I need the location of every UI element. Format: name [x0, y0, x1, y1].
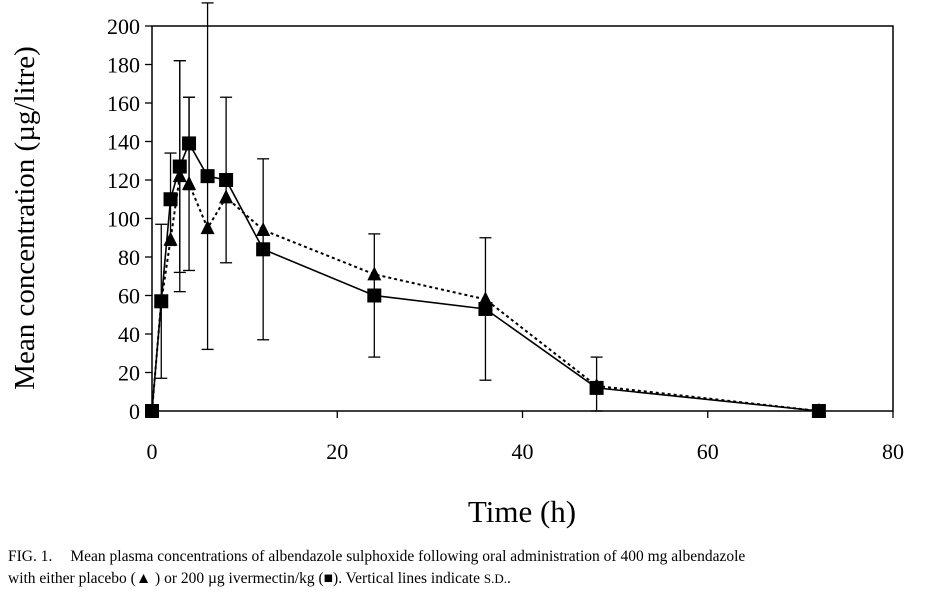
y-tick-label: 40: [118, 322, 140, 347]
y-tick-label: 180: [107, 53, 140, 78]
caption-line2-c: ). Vertical lines indicate: [333, 570, 484, 587]
square-marker: [589, 380, 604, 395]
triangle-marker: [200, 220, 215, 235]
caption-line1: Mean plasma concentrations of albendazol…: [70, 548, 746, 565]
triangle-symbol-icon: ▲: [135, 570, 152, 587]
x-tick-label: 0: [147, 439, 158, 464]
x-axis-ticks: 0 20 40 60 80: [147, 411, 904, 464]
square-series-line: [151, 141, 819, 412]
y-tick-label: 100: [107, 207, 140, 232]
square-symbol-icon: ■: [323, 570, 334, 587]
square-marker: [811, 404, 826, 418]
y-tick-label: 120: [107, 168, 140, 193]
error-bars: [155, 2, 603, 412]
y-tick-label: 140: [107, 130, 140, 155]
y-tick-label: 0: [129, 399, 140, 424]
square-marker: [367, 288, 382, 303]
caption-line2-a: with either placebo (: [8, 570, 136, 587]
y-tick-label: 20: [118, 361, 140, 386]
y-tick-label: 60: [118, 284, 140, 309]
y-tick-label: 200: [107, 14, 140, 39]
square-marker: [256, 242, 271, 257]
square-marker: [154, 294, 169, 309]
y-axis-ticks: 0 20 40 60 80 100 120 140 160 180 200: [107, 14, 152, 424]
x-axis-title: Time (h): [468, 494, 576, 529]
caption-sd-text: S.D.: [483, 571, 507, 586]
triangle-marker: [256, 222, 271, 237]
square-marker: [163, 192, 178, 207]
series-lines: [151, 141, 820, 412]
series-markers: [145, 136, 826, 418]
caption-label: FIG. 1.: [8, 548, 53, 565]
x-tick-label: 80: [882, 439, 904, 464]
y-tick-label: 160: [107, 91, 140, 116]
caption-line2-b: ) or 200 µg ivermectin/kg (: [151, 570, 324, 587]
x-tick-label: 40: [512, 439, 534, 464]
triangle-marker: [478, 291, 493, 306]
x-tick-label: 60: [697, 439, 719, 464]
y-axis-title: Mean concentration (µg/litre): [9, 46, 41, 390]
triangle-marker: [182, 175, 197, 190]
square-marker: [478, 301, 493, 316]
triangle-marker: [172, 168, 187, 183]
y-tick-label: 80: [118, 245, 140, 270]
square-marker: [200, 169, 215, 184]
square-marker: [172, 159, 187, 174]
caption-line2-d: .: [506, 570, 511, 587]
square-marker: [219, 173, 234, 187]
triangle-marker: [163, 231, 178, 246]
x-tick-label: 20: [326, 439, 348, 464]
triangle-marker: [219, 189, 234, 204]
figure-caption: FIG. 1. Mean plasma concentrations of alb…: [8, 546, 933, 590]
triangle-series-line: [151, 174, 820, 412]
square-marker: [145, 404, 159, 418]
triangle-marker: [367, 266, 382, 281]
square-marker: [182, 136, 197, 151]
concentration-time-chart: 0 20 40 60 80 0 20 40 60 80 100 120 140 160 180 200 Ti…: [9, 2, 904, 529]
